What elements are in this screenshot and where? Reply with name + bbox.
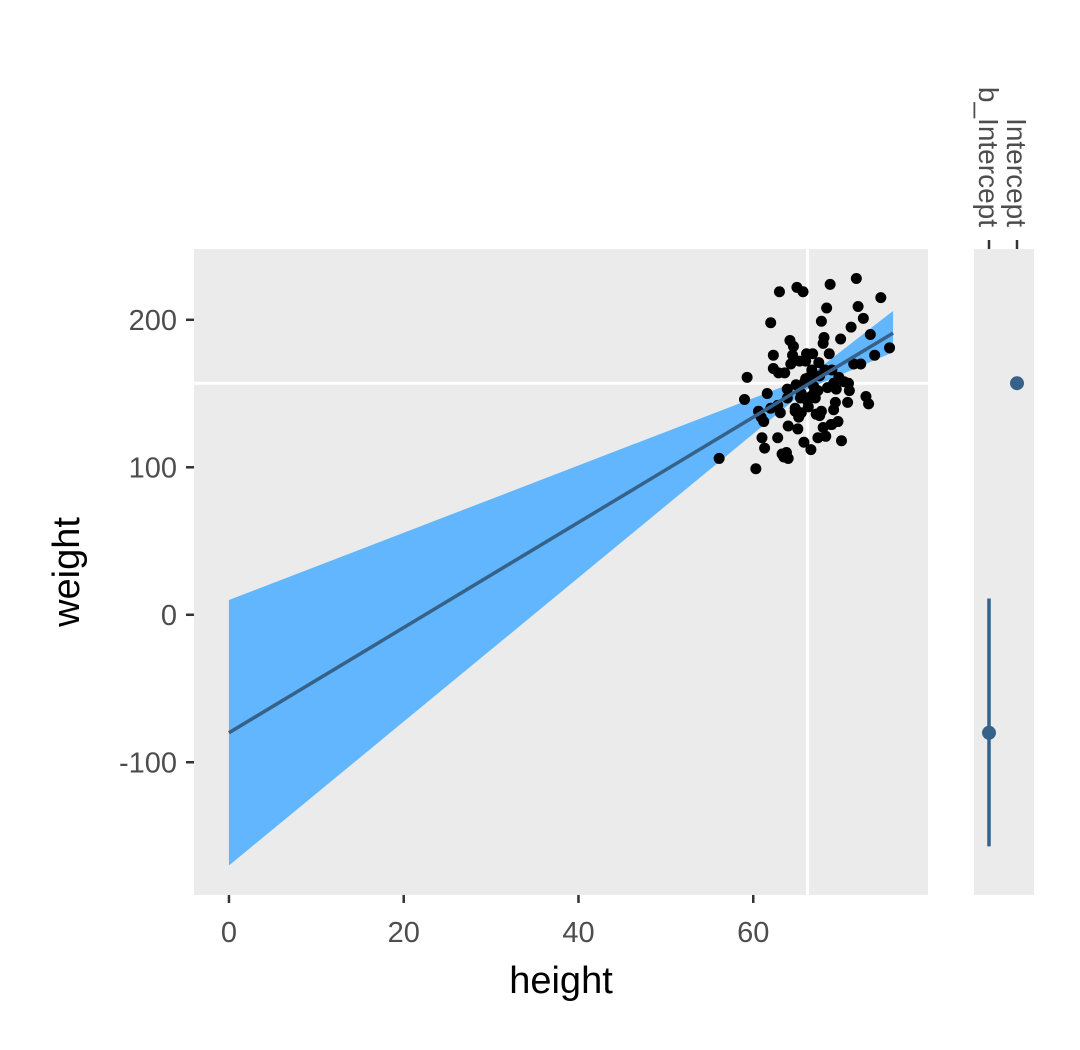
data-point bbox=[795, 407, 807, 419]
data-point bbox=[857, 312, 869, 324]
data-point bbox=[801, 348, 813, 360]
data-point bbox=[813, 357, 825, 369]
data-point bbox=[824, 278, 836, 290]
data-point bbox=[756, 432, 768, 444]
x-tick-label: 40 bbox=[562, 917, 594, 949]
main-plot-layer bbox=[194, 249, 928, 895]
y-tick-label: 0 bbox=[161, 600, 177, 632]
data-point bbox=[780, 447, 792, 459]
data-point bbox=[835, 435, 847, 447]
data-point bbox=[773, 286, 785, 298]
data-point bbox=[759, 442, 771, 454]
data-point bbox=[782, 420, 794, 432]
data-point bbox=[794, 392, 806, 404]
fitted-line bbox=[228, 331, 894, 735]
y-tick-label: 100 bbox=[129, 452, 177, 484]
data-point bbox=[823, 348, 835, 360]
data-point bbox=[875, 292, 887, 304]
data-point bbox=[772, 432, 784, 444]
x-tick-label: 0 bbox=[221, 917, 237, 949]
data-point bbox=[818, 331, 830, 343]
data-point bbox=[790, 379, 802, 391]
data-point bbox=[845, 321, 857, 333]
data-point bbox=[809, 392, 821, 404]
data-point bbox=[779, 367, 791, 379]
data-point bbox=[765, 317, 777, 329]
data-point bbox=[852, 301, 864, 313]
coefficient-estimate bbox=[1010, 376, 1024, 391]
coefficient-estimate bbox=[982, 725, 996, 740]
coefficient-label: b_Intercept bbox=[973, 87, 1004, 227]
confidence-ribbon bbox=[228, 310, 894, 866]
data-point bbox=[821, 302, 833, 314]
coefficient-panel-background bbox=[974, 249, 1034, 895]
data-point bbox=[828, 377, 840, 389]
x-axis-title: height bbox=[509, 960, 613, 1002]
data-point bbox=[805, 444, 817, 456]
data-point bbox=[835, 333, 847, 345]
data-point bbox=[884, 342, 896, 354]
data-point bbox=[787, 340, 799, 352]
data-point bbox=[794, 355, 806, 367]
data-point bbox=[713, 452, 725, 464]
y-tick-label: -100 bbox=[119, 747, 177, 779]
data-point bbox=[815, 315, 827, 327]
x-tick-label: 20 bbox=[388, 917, 420, 949]
data-point bbox=[739, 393, 750, 405]
data-point bbox=[806, 364, 818, 376]
data-point bbox=[798, 436, 810, 448]
data-point bbox=[741, 371, 753, 383]
data-point bbox=[863, 398, 875, 410]
coefficient-plot-layer bbox=[982, 376, 1024, 847]
y-tick-label: 200 bbox=[129, 305, 177, 337]
y-axis-title: weight bbox=[46, 517, 88, 628]
coefficient-label: Intercept bbox=[1001, 118, 1032, 227]
data-point bbox=[781, 383, 793, 395]
data-point bbox=[785, 358, 797, 370]
data-point bbox=[800, 373, 812, 385]
data-point bbox=[792, 423, 804, 435]
data-point bbox=[820, 430, 832, 442]
x-tick-label: 60 bbox=[737, 917, 769, 949]
data-point bbox=[850, 272, 862, 284]
data-point bbox=[761, 388, 773, 400]
data-point bbox=[750, 463, 762, 475]
data-point bbox=[843, 385, 855, 397]
data-point bbox=[864, 329, 876, 341]
data-point bbox=[825, 419, 837, 431]
data-point bbox=[815, 405, 827, 417]
data-point bbox=[848, 358, 860, 370]
data-point bbox=[767, 349, 779, 361]
data-point bbox=[797, 286, 809, 298]
data-point bbox=[842, 396, 854, 408]
data-point bbox=[829, 396, 841, 408]
data-point bbox=[869, 349, 881, 361]
